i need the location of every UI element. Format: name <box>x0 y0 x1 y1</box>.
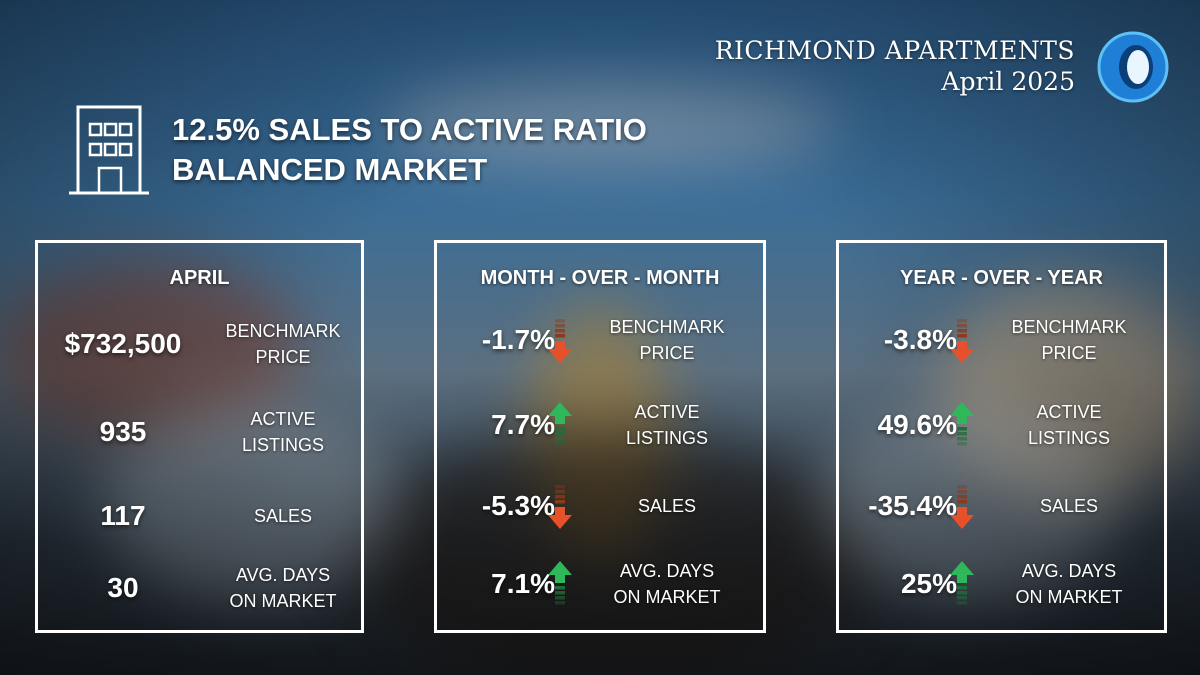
active-listings-row: 935 ACTIVE LISTINGS <box>38 402 361 462</box>
change-value: 7.1% <box>491 568 555 599</box>
month-over-month-panel: MONTH - OVER - MONTH -1.7% BENCHMARK PRIC… <box>434 240 766 633</box>
sales-row: -35.4% SALES <box>839 476 1164 536</box>
stat-value: 935 <box>99 416 147 447</box>
sales-row: -5.3% SALES <box>437 476 763 536</box>
avg-days-row: 30 AVG. DAYS ON MARKET <box>38 558 361 618</box>
change-value: 25% <box>900 568 957 599</box>
brand-logo-icon <box>1097 31 1169 103</box>
stat-value: $732,500 <box>64 328 182 359</box>
change-value: -3.8% <box>883 324 957 355</box>
panel-title: YEAR - OVER - YEAR <box>900 267 1103 289</box>
headline-market: BALANCED MARKET <box>172 152 488 187</box>
panel-title: MONTH - OVER - MONTH <box>480 267 720 289</box>
brand-title: RICHMOND APARTMENTS <box>714 36 1075 65</box>
avg-days-row: 7.1% AVG. DAYS ON MARKET <box>437 554 763 614</box>
sales-row: 117 SALES <box>38 486 361 546</box>
stat-label: ACTIVE LISTINGS <box>241 409 325 455</box>
avg-days-row: 25% AVG. DAYS ON MARKET <box>839 554 1164 614</box>
stat-label: SALES <box>637 496 697 516</box>
down-arrow-icon <box>950 485 974 529</box>
stat-label: AVG. DAYS ON MARKET <box>1015 561 1123 607</box>
benchmark-price-row: $732,500 BENCHMARK PRICE <box>38 314 361 374</box>
down-arrow-icon <box>950 319 974 363</box>
active-listings-row: 49.6% ACTIVE LISTINGS <box>839 395 1164 455</box>
stat-value: 30 <box>107 572 139 603</box>
stat-value: 117 <box>100 500 146 531</box>
down-arrow-icon <box>548 485 572 529</box>
change-value: 7.7% <box>491 409 555 440</box>
stat-label: AVG. DAYS ON MARKET <box>229 565 337 611</box>
active-listings-row: 7.7% ACTIVE LISTINGS <box>437 395 763 455</box>
benchmark-price-row: -1.7% BENCHMARK PRICE <box>437 310 763 370</box>
stat-label: SALES <box>253 506 313 526</box>
change-value: -5.3% <box>481 490 555 521</box>
stat-label: ACTIVE LISTINGS <box>625 402 709 448</box>
stat-label: SALES <box>1039 496 1099 516</box>
stat-label: BENCHMARK PRICE <box>1011 317 1127 363</box>
stat-label: ACTIVE LISTINGS <box>1027 402 1111 448</box>
stat-label: BENCHMARK PRICE <box>609 317 725 363</box>
change-value: 49.6% <box>877 409 957 440</box>
headline-ratio: 12.5% SALES TO ACTIVE RATIO <box>172 112 647 147</box>
up-arrow-icon <box>950 402 974 446</box>
stat-label: AVG. DAYS ON MARKET <box>613 561 721 607</box>
building-icon <box>69 105 149 195</box>
panel-title: APRIL <box>169 267 230 289</box>
brand-block: RICHMOND APARTMENTS April 2025 <box>715 36 1075 98</box>
up-arrow-icon <box>548 402 572 446</box>
change-value: -35.4% <box>868 490 957 521</box>
change-value: -1.7% <box>481 324 555 355</box>
stat-label: BENCHMARK PRICE <box>225 321 341 367</box>
report-date: April 2025 <box>941 67 1075 96</box>
benchmark-price-row: -3.8% BENCHMARK PRICE <box>839 310 1164 370</box>
april-panel: APRIL $732,500 BENCHMARK PRICE 935 ACTIVE… <box>35 240 364 633</box>
year-over-year-panel: YEAR - OVER - YEAR -3.8% BENCHMARK PRICE … <box>836 240 1167 633</box>
up-arrow-icon <box>548 561 572 605</box>
down-arrow-icon <box>548 319 572 363</box>
headline: 12.5% SALES TO ACTIVE RATIO BALANCED MAR… <box>68 104 647 196</box>
up-arrow-icon <box>950 561 974 605</box>
